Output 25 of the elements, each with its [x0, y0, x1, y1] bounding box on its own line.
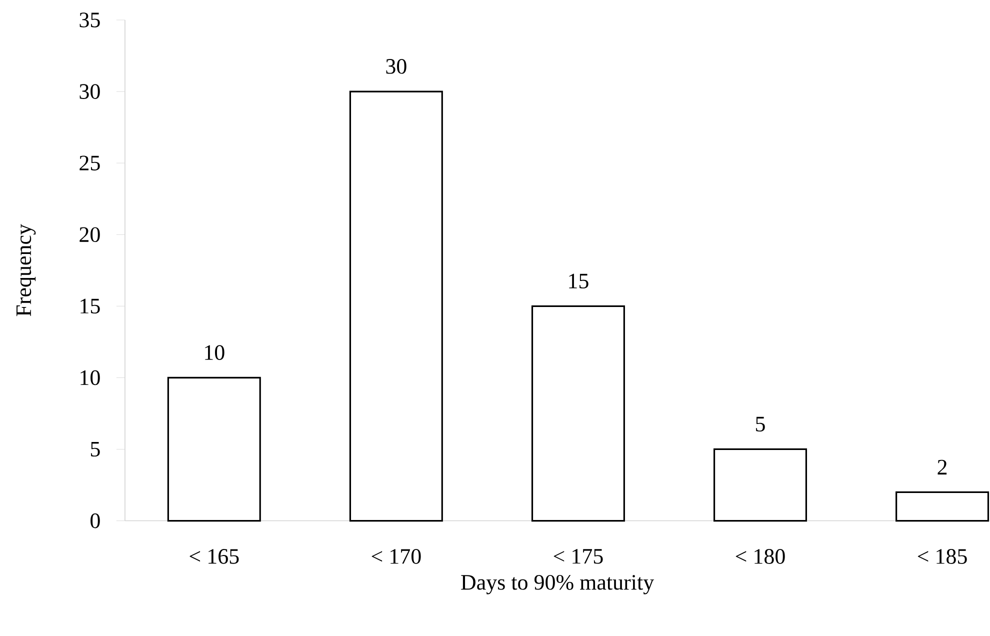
y-axis-title: Frequency: [16, 224, 36, 316]
y-tick-label: 20: [80, 227, 100, 242]
x-tick-label: < 165: [190, 549, 239, 564]
y-tick-label: 0: [90, 514, 100, 528]
y-tick-label: 25: [80, 156, 100, 171]
data-label: 10: [205, 345, 224, 360]
x-axis-title: Days to 90% maturity: [461, 575, 654, 594]
bar: [896, 491, 990, 522]
x-tick-label: < 185: [918, 549, 967, 564]
x-tick-label: < 180: [736, 549, 785, 564]
bar: [167, 377, 261, 522]
x-tick-label: < 175: [554, 549, 603, 564]
data-label: 15: [569, 274, 588, 289]
bar: [531, 305, 625, 522]
y-tick-label: 30: [80, 84, 100, 100]
y-tick-label: 5: [90, 442, 100, 457]
data-label: 5: [756, 417, 765, 432]
bar: [713, 448, 808, 522]
x-tick-label: < 170: [372, 549, 421, 564]
data-label: 2: [938, 460, 947, 475]
y-tick-label: 15: [80, 298, 100, 314]
y-tick-label: 35: [80, 12, 100, 28]
y-tick-label: 10: [80, 370, 100, 386]
bar: [349, 90, 443, 522]
data-label: 30: [386, 59, 406, 74]
